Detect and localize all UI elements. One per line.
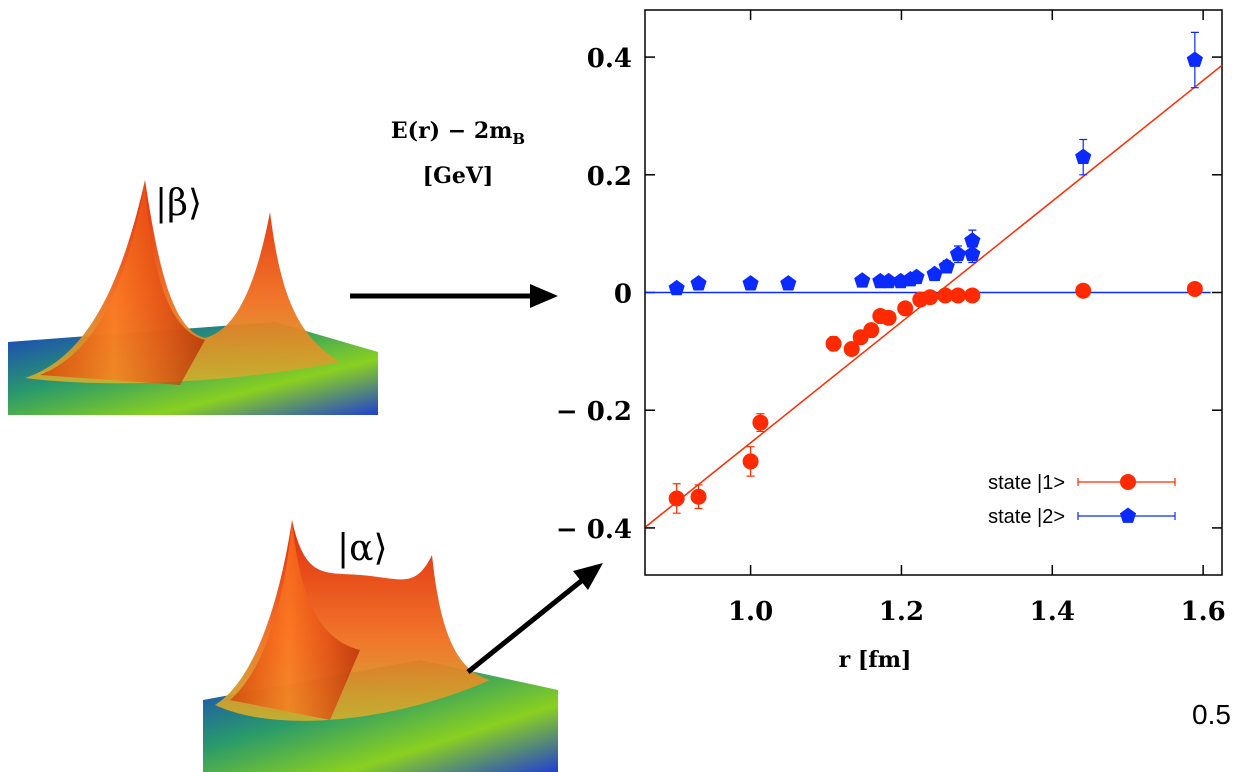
marker	[690, 275, 707, 291]
y-tick-label: 0.4	[587, 44, 632, 74]
y-tick-label: 0.2	[587, 162, 632, 192]
marker	[937, 287, 954, 304]
state-label: |α⟩	[337, 528, 387, 569]
annotation: 0.5	[1192, 699, 1231, 730]
y-tick-label: − 0.2	[556, 397, 632, 427]
x-tick-label: 1.2	[879, 597, 924, 627]
marker	[825, 335, 842, 352]
legend-label: state |1>	[988, 472, 1065, 494]
marker	[854, 272, 871, 288]
marker	[668, 279, 685, 296]
marker	[1186, 280, 1203, 297]
x-tick-label: 1.4	[1030, 597, 1075, 627]
marker	[964, 287, 981, 304]
marker	[1075, 148, 1092, 165]
y-axis-label: E(r) − 2mB	[391, 118, 525, 148]
marker	[780, 275, 797, 291]
marker	[964, 232, 981, 248]
marker	[742, 453, 759, 470]
marker	[863, 322, 880, 339]
marker	[843, 341, 860, 357]
x-tick-label: 1.0	[728, 597, 773, 627]
x-axis-label: r [fm]	[839, 647, 912, 673]
marker	[938, 258, 955, 274]
y-axis-unit: [GeV]	[423, 163, 494, 189]
marker	[964, 245, 981, 262]
y-axis-label-main: E(r) − 2m	[391, 118, 513, 144]
marker	[897, 300, 914, 317]
marker	[880, 309, 897, 326]
surface-beta: |β⟩	[8, 180, 378, 415]
x-tick-label: 1.6	[1181, 597, 1226, 627]
legend-label: state |2>	[988, 506, 1065, 528]
y-tick-label: − 0.4	[556, 515, 632, 545]
marker	[950, 287, 967, 304]
arrows	[350, 284, 603, 674]
marker	[949, 245, 967, 262]
y-axis-label-subscript: B	[512, 130, 525, 148]
y-tick-label: 0	[614, 280, 632, 310]
marker	[690, 488, 707, 505]
surface-alpha: |α⟩	[203, 520, 558, 772]
marker	[742, 275, 759, 291]
marker	[922, 289, 939, 306]
legend-marker	[1119, 507, 1137, 523]
marker	[880, 272, 897, 289]
marker	[668, 490, 685, 507]
legend-marker	[1120, 474, 1136, 490]
marker	[926, 265, 943, 282]
state-label: |β⟩	[155, 183, 202, 224]
marker	[1186, 51, 1203, 67]
marker	[908, 268, 925, 285]
marker	[752, 414, 769, 431]
marker	[1075, 282, 1092, 299]
